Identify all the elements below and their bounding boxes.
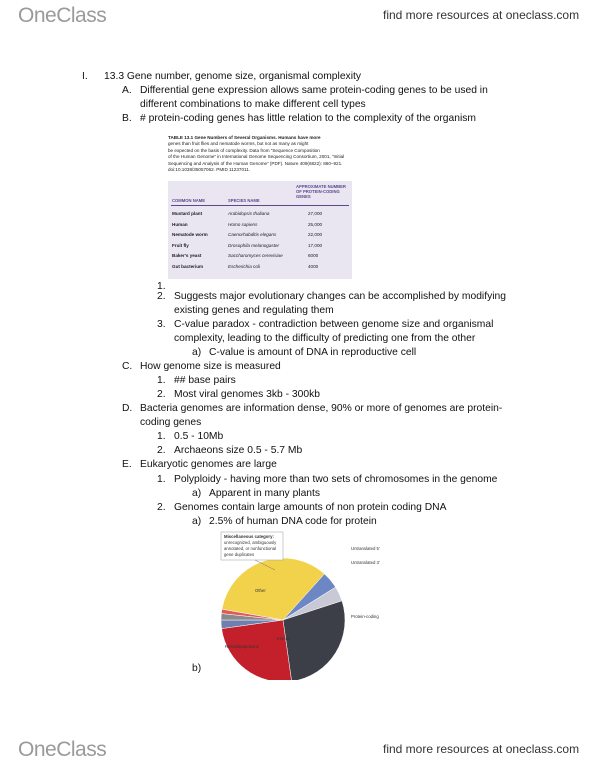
list-marker: a) — [192, 516, 202, 527]
list-marker: 2. — [157, 291, 166, 302]
table-cell: Mustard plant — [172, 211, 203, 216]
table-cell: Baker's yeast — [172, 253, 202, 258]
table-cell: 25,000 — [308, 221, 323, 227]
list-marker: 2. — [157, 389, 166, 400]
callout-text: Miscellaneous category: — [224, 534, 274, 539]
caption-line: be expected on the basis of complexity. … — [168, 147, 320, 153]
pie-label: Introns — [277, 636, 290, 641]
table-cell: Fruit fly — [172, 242, 189, 248]
leader — [254, 559, 276, 571]
table-header: SPECIES NAME — [228, 198, 260, 203]
table-cell: Drosophila melanogaster — [228, 242, 280, 248]
table-cell: Saccharomyces cerevisiae — [228, 253, 283, 258]
pie-image: Miscellaneous category:unrecognized, amb… — [220, 531, 380, 680]
list-text: Polyploidy - having more than two sets o… — [174, 474, 498, 485]
pie-label: Other — [255, 588, 266, 593]
table-cell: Arabidopsis thaliana — [228, 211, 270, 216]
caption-line: Sequencing and Analysis of the Human Gen… — [168, 160, 343, 166]
table-cell: 17,000 — [308, 242, 323, 248]
list-text: 0.5 - 10Mb — [174, 431, 224, 442]
list-text: Most viral genomes 3kb - 300kb — [174, 389, 320, 400]
footer-link[interactable]: find more resources at oneclass.com — [383, 742, 580, 756]
list-text: Apparent in many plants — [209, 488, 321, 499]
list-marker: a) — [192, 347, 202, 358]
table-cell: 4000 — [308, 263, 319, 269]
list-marker: D. — [122, 403, 133, 414]
pie-label: Untranslated 5' ends of mRNA — [351, 546, 380, 551]
logo[interactable]: OneClass — [18, 4, 107, 27]
caption-line: doi:10.1038/35057062. PMID 11237011. — [168, 167, 251, 172]
caption-line: of the Human Genome” in International Ge… — [168, 154, 345, 160]
list-text: C-value is amount of DNA in reproductive… — [209, 347, 417, 358]
table-cell: Human — [172, 221, 188, 227]
list-text: Suggests major evolutionary changes can … — [174, 291, 506, 302]
callout-text: gene duplicates — [224, 552, 254, 557]
pie-slice — [221, 619, 292, 680]
callout-text: annotated, or nonfunctional — [224, 546, 276, 551]
table-cell: 27,000 — [308, 211, 323, 216]
resource-link[interactable]: find more resources at oneclass.com — [383, 8, 580, 22]
caption-line: TABLE 13.1 Gene Numbers of Several Organ… — [168, 135, 321, 140]
list-marker: 1. — [157, 281, 166, 292]
table-image: TABLE 13.1 Gene Numbers of Several Organ… — [148, 129, 378, 282]
list-text: 13.3 Gene number, genome size, organisma… — [104, 71, 361, 82]
list-marker: 1. — [157, 431, 166, 442]
list-marker: B. — [122, 113, 132, 124]
table-cell: Caenorhabditis elegans — [228, 232, 277, 237]
list-marker: 2. — [157, 445, 166, 456]
list-text: Eukaryotic genomes are large — [140, 459, 277, 470]
list-text: coding genes — [140, 417, 202, 428]
table-header: APPROXIMATE NUMBER OF PROTEIN-CODING GEN… — [296, 184, 346, 199]
list-text: existing genes and regulating them — [174, 305, 334, 316]
list-text: Genomes contain large amounts of non pro… — [174, 502, 447, 513]
list-text: 2.5% of human DNA code for protein — [209, 516, 377, 527]
list-marker: C. — [122, 361, 133, 372]
list-text: How genome size is measured — [140, 361, 281, 372]
table-cell: Gut bacterium — [172, 263, 204, 269]
list-marker: E. — [122, 459, 132, 470]
list-text: C-value paradox - contradiction between … — [174, 319, 494, 330]
list-text: complexity, leading to the difficulty of… — [174, 333, 476, 344]
pie-slice — [221, 557, 325, 621]
list-text: Bacteria genomes are information dense, … — [140, 403, 503, 414]
rule — [171, 205, 349, 206]
list-text: ## base pairs — [174, 375, 236, 386]
table-cell: Nematode worm — [172, 232, 208, 237]
table-cell: Homo sapiens — [228, 221, 258, 227]
table-cell: 6000 — [308, 253, 319, 258]
table-body: COMMON NAME SPECIES NAME APPROXIMATE NUMBE… — [168, 181, 352, 279]
list-marker: 1. — [157, 375, 166, 386]
footer-logo[interactable]: OneClass — [18, 738, 107, 761]
pie-label: Protein-coding genes (about 25,000) — [351, 614, 380, 619]
list-marker: a) — [192, 488, 202, 499]
callout-text: unrecognized, ambiguously — [224, 540, 277, 545]
list-marker: I. — [82, 71, 88, 82]
table-cell: 22,000 — [308, 232, 323, 237]
callout-box — [220, 531, 284, 561]
caption-line: genes than fruit flies and nematode worm… — [168, 141, 309, 147]
pie-label: Untranslated 3' ends of mRNA — [351, 560, 380, 565]
list-text: # protein-coding genes has little relati… — [140, 113, 476, 124]
pie-slice — [282, 600, 346, 680]
list-marker: 2. — [157, 502, 166, 513]
table-cell: Escherichia coli — [228, 263, 260, 269]
list-text: Differential gene expression allows same… — [140, 85, 488, 96]
list-text: Archaeons size 0.5 - 5.7 Mb — [174, 445, 303, 456]
list-marker: 3. — [157, 319, 166, 330]
list-marker: 1. — [157, 474, 166, 485]
pie-label: Retrotransposons — [225, 644, 259, 649]
table-header: COMMON NAME — [172, 198, 206, 203]
list-marker: b) — [192, 663, 202, 674]
pie-slice — [221, 608, 284, 621]
list-text: different combinations to make different… — [140, 99, 366, 110]
list-marker: A. — [122, 85, 132, 96]
